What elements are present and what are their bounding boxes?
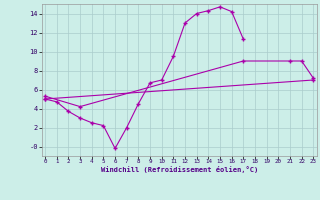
X-axis label: Windchill (Refroidissement éolien,°C): Windchill (Refroidissement éolien,°C) <box>100 166 258 173</box>
